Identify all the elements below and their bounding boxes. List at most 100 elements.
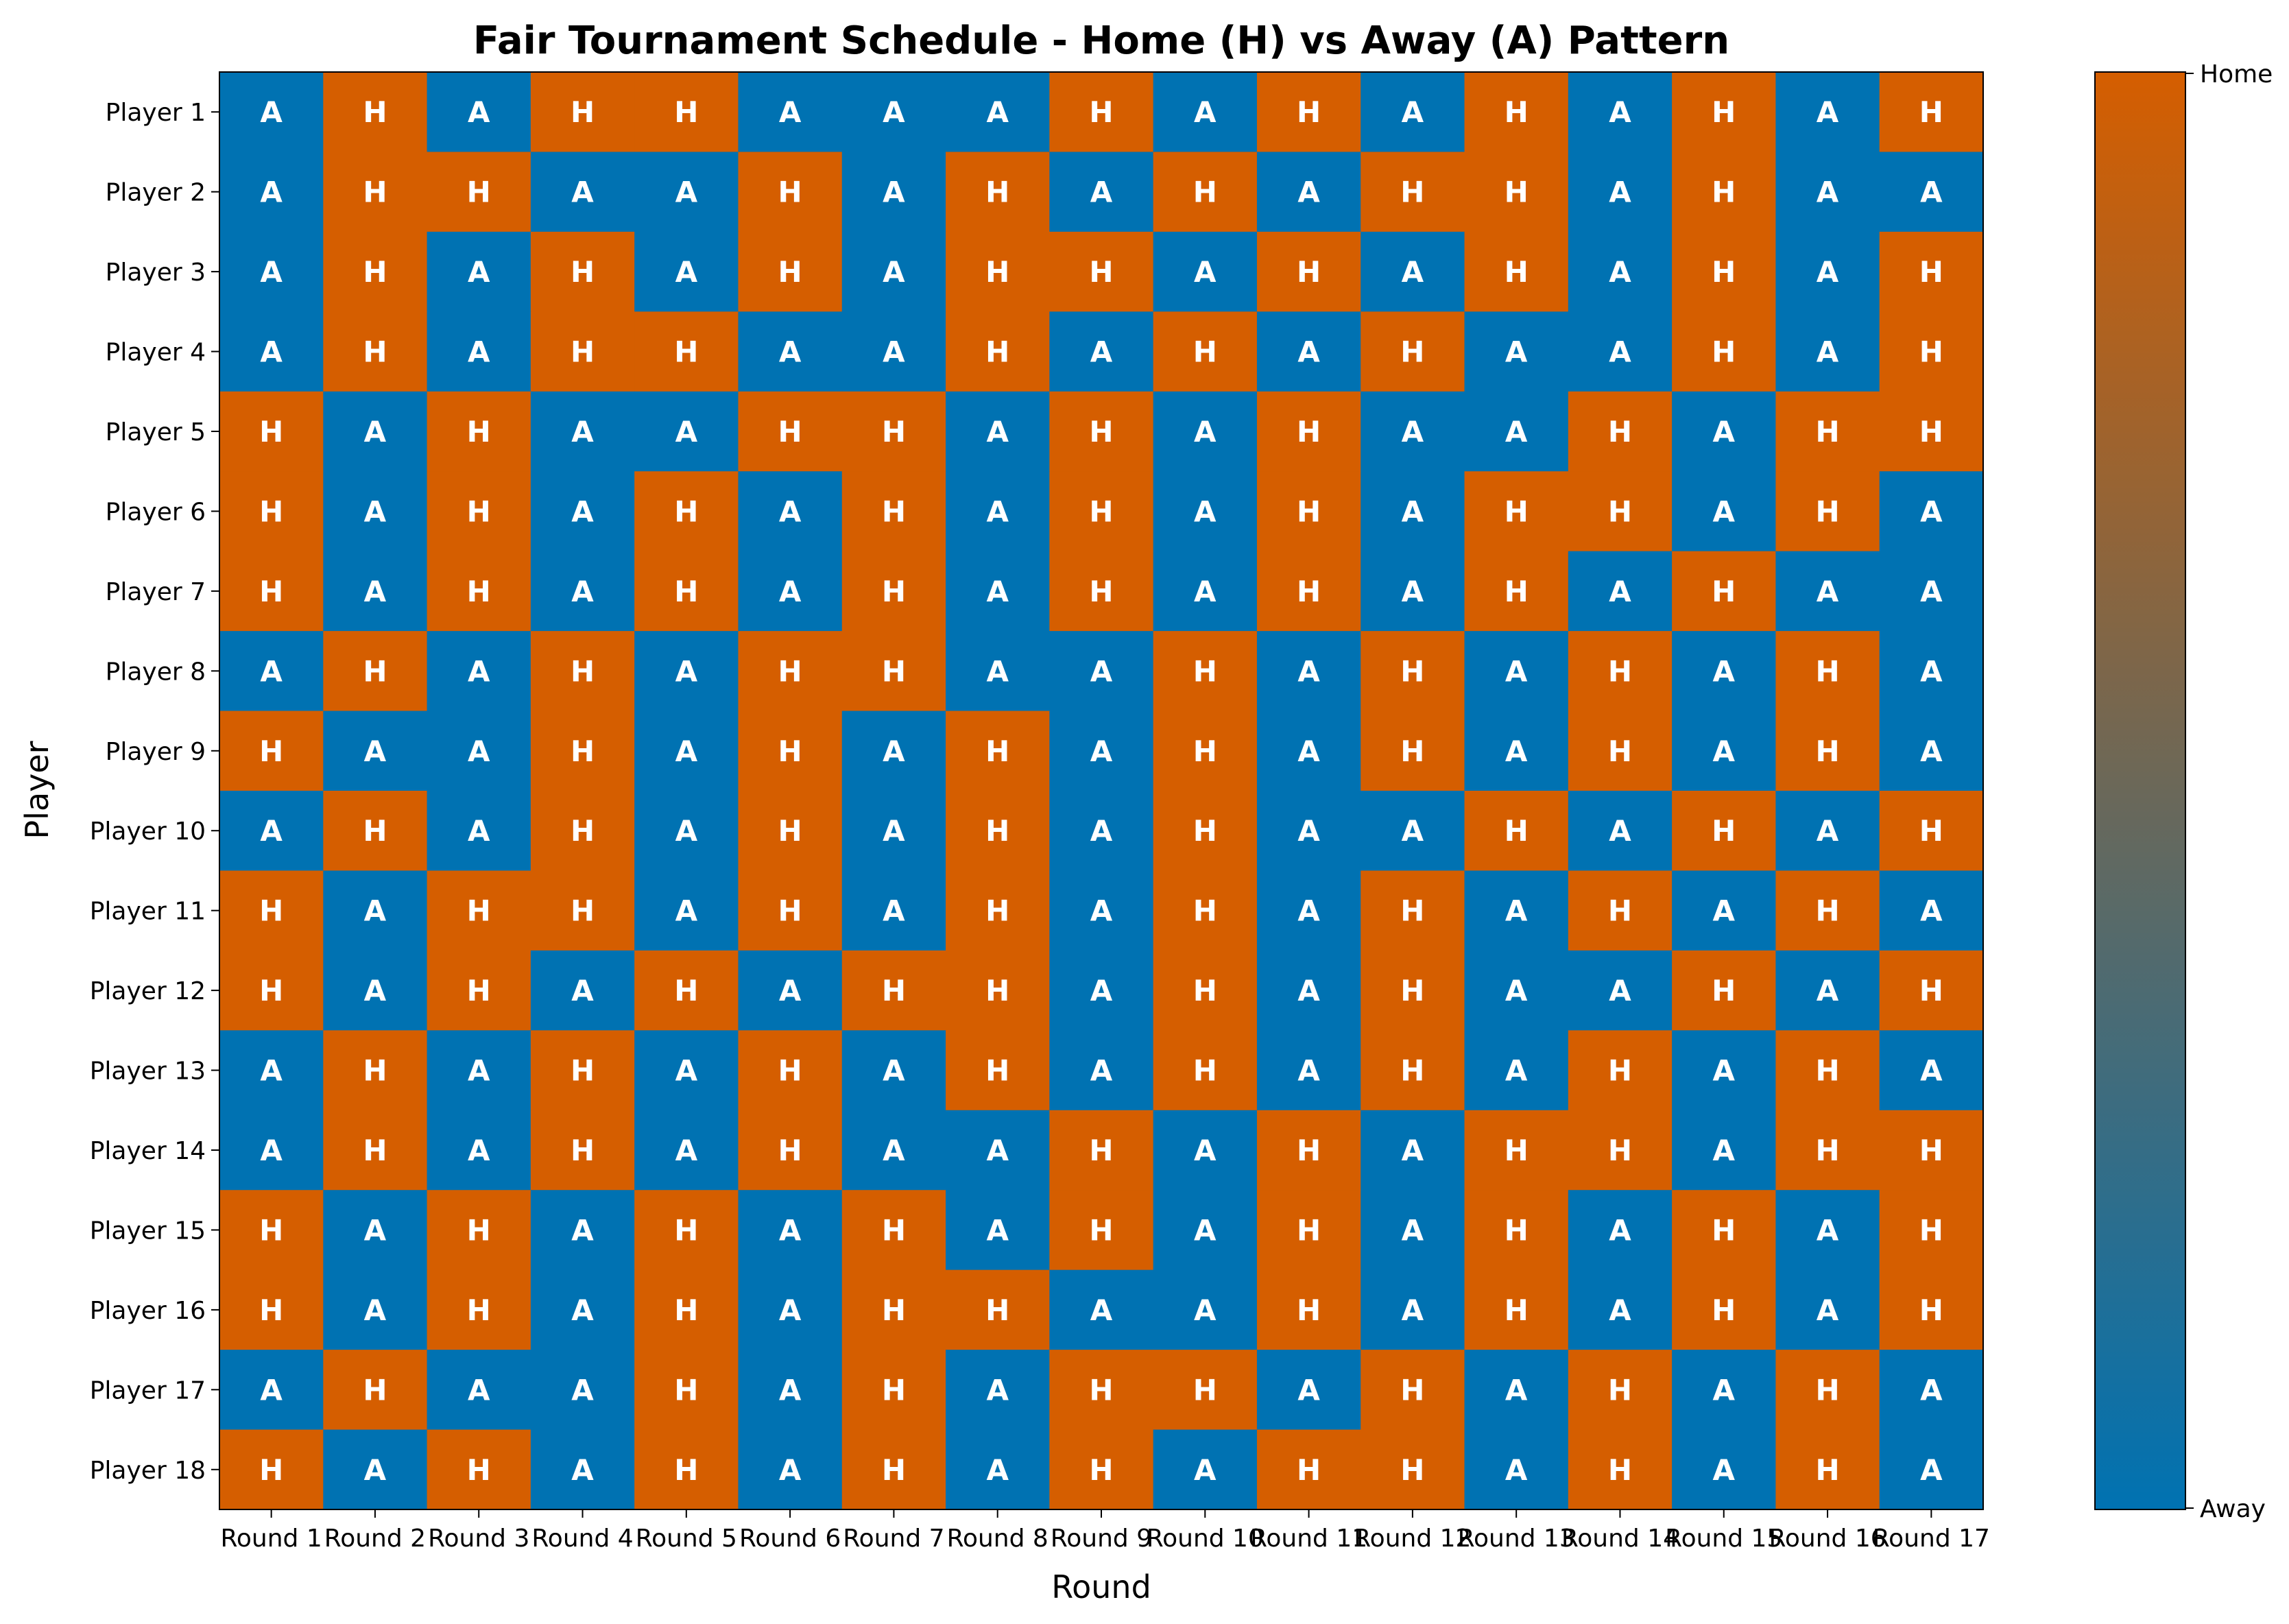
heatmap-cell xyxy=(1256,471,1361,552)
heatmap-cell-label: A xyxy=(468,1054,490,1088)
heatmap-cell-label: H xyxy=(985,1054,1009,1088)
heatmap-cell-label: H xyxy=(467,176,491,209)
heatmap-cell-label: A xyxy=(1402,255,1424,289)
heatmap-cell-label: A xyxy=(1297,176,1320,209)
heatmap-cell xyxy=(1464,1110,1569,1191)
heatmap-cell-label: H xyxy=(1919,974,1943,1007)
x-tick-label: Round 4 xyxy=(531,1525,633,1553)
heatmap-cell xyxy=(1464,631,1569,712)
heatmap-cell-label: A xyxy=(675,894,698,928)
heatmap-cell-label: A xyxy=(779,575,802,608)
heatmap-cell-label: H xyxy=(778,894,802,928)
heatmap-cell-label: A xyxy=(1505,1373,1528,1407)
heatmap-cell xyxy=(1256,1429,1361,1510)
heatmap-cells xyxy=(219,72,1984,1510)
heatmap-cell-label: A xyxy=(1817,176,1839,209)
heatmap-cell xyxy=(1672,631,1777,712)
heatmap-cell xyxy=(427,1030,531,1111)
heatmap-cell xyxy=(738,1110,843,1191)
heatmap-cell-label: A xyxy=(468,255,490,289)
y-tick-label: Player 12 xyxy=(90,977,206,1005)
heatmap-cell-label: H xyxy=(1297,575,1321,608)
heatmap-cell-label: A xyxy=(1920,735,1943,768)
heatmap-cell-label: H xyxy=(1815,494,1839,528)
heatmap-cell-label: A xyxy=(468,1373,490,1407)
heatmap-cell-label: A xyxy=(1609,814,1631,848)
heatmap-cell xyxy=(1464,870,1569,951)
heatmap-cell xyxy=(1153,1269,1258,1350)
heatmap-cell-label: A xyxy=(986,415,1009,449)
heatmap-cell-label: A xyxy=(1713,415,1736,449)
heatmap-cell-label: A xyxy=(364,1213,387,1247)
heatmap-cell xyxy=(1361,791,1465,872)
heatmap-cell xyxy=(1879,710,1984,791)
heatmap-cell xyxy=(738,1269,843,1350)
heatmap-cell xyxy=(634,551,739,632)
heatmap-cell xyxy=(1049,1350,1154,1431)
heatmap-cell-label: A xyxy=(883,335,905,369)
heatmap-cell xyxy=(1153,1350,1258,1431)
heatmap-cell xyxy=(1568,1110,1673,1191)
heatmap-cell-label: A xyxy=(571,176,594,209)
heatmap-cell xyxy=(841,1269,946,1350)
heatmap-cell-label: H xyxy=(882,415,906,449)
heatmap-cell xyxy=(738,231,843,312)
heatmap-cell-label: A xyxy=(260,814,283,848)
heatmap-cell-label: H xyxy=(1193,176,1217,209)
heatmap-cell xyxy=(1464,1269,1569,1350)
heatmap-cell xyxy=(1049,1110,1154,1191)
heatmap-cell-label: H xyxy=(1297,95,1321,129)
heatmap-cell-label: A xyxy=(779,494,802,528)
heatmap-cell-label: A xyxy=(468,814,490,848)
heatmap-cell xyxy=(1153,72,1258,153)
heatmap-cell-label: H xyxy=(259,1293,283,1327)
heatmap-cell xyxy=(1464,391,1569,472)
heatmap-cell-label: H xyxy=(1608,1054,1632,1088)
y-tick-label: Player 13 xyxy=(90,1058,206,1086)
heatmap-cell xyxy=(946,231,1050,312)
x-tick-label: Round 2 xyxy=(324,1525,426,1553)
heatmap-cell-label: H xyxy=(882,654,906,688)
heatmap-cell xyxy=(1879,471,1984,552)
heatmap-cell xyxy=(1361,231,1465,312)
heatmap-cell-label: A xyxy=(260,95,283,129)
heatmap-cell xyxy=(946,1190,1050,1271)
heatmap-cell-label: A xyxy=(1194,1293,1217,1327)
heatmap-cell xyxy=(219,471,324,552)
heatmap-cell xyxy=(1256,551,1361,632)
heatmap-cell-label: H xyxy=(1193,974,1217,1007)
heatmap-cell-label: A xyxy=(986,1373,1009,1407)
heatmap-cell-label: H xyxy=(363,814,387,848)
heatmap-cell xyxy=(1361,1030,1465,1111)
heatmap-cell xyxy=(1256,1110,1361,1191)
heatmap-cell-label: A xyxy=(1817,1293,1839,1327)
heatmap-cell xyxy=(1672,870,1777,951)
heatmap-cell-label: A xyxy=(779,1453,802,1487)
heatmap-cell-label: A xyxy=(1817,95,1839,129)
heatmap-cell xyxy=(1256,1269,1361,1350)
heatmap-cell xyxy=(946,1110,1050,1191)
heatmap-cell-label: H xyxy=(259,415,283,449)
heatmap-cell-label: A xyxy=(675,735,698,768)
heatmap-cell-label: H xyxy=(571,255,595,289)
heatmap-cell-label: H xyxy=(985,974,1009,1007)
heatmap-cell xyxy=(738,710,843,791)
heatmap-cell xyxy=(530,471,635,552)
heatmap-cell xyxy=(219,551,324,632)
heatmap-cell-label: A xyxy=(1920,575,1943,608)
heatmap-cell xyxy=(841,631,946,712)
heatmap-cell xyxy=(1672,72,1777,153)
y-tick-label: Player 16 xyxy=(90,1297,206,1325)
heatmap-cell xyxy=(1568,1030,1673,1111)
heatmap-cell xyxy=(1879,391,1984,472)
heatmap-cell xyxy=(427,631,531,712)
heatmap-cell-label: A xyxy=(1817,814,1839,848)
heatmap-cell xyxy=(738,311,843,392)
heatmap-cell xyxy=(219,1269,324,1350)
heatmap-cell xyxy=(323,1269,428,1350)
heatmap-cell-label: H xyxy=(778,255,802,289)
heatmap-cell-label: H xyxy=(571,735,595,768)
heatmap-cell xyxy=(1464,950,1569,1031)
heatmap-cell xyxy=(738,791,843,872)
heatmap-cell xyxy=(1568,1429,1673,1510)
